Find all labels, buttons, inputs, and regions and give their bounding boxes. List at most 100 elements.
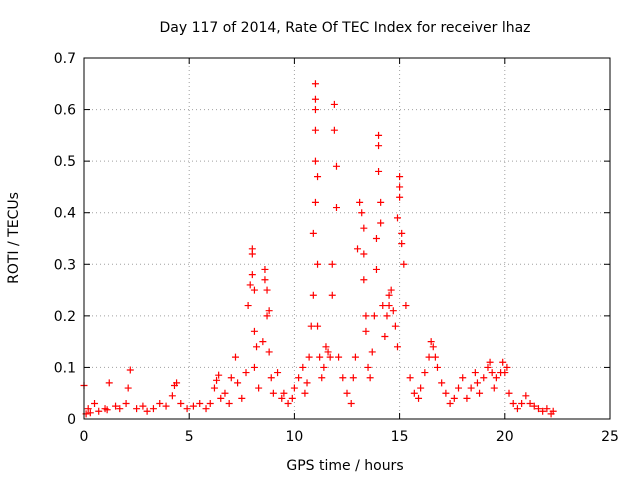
- data-point: [309, 291, 317, 299]
- data-point: [406, 374, 414, 382]
- data-point: [351, 353, 359, 361]
- data-point: [299, 363, 307, 371]
- data-point: [324, 348, 332, 356]
- data-point: [234, 379, 242, 387]
- y-tick-label: 0.3: [54, 257, 76, 273]
- y-tick-label: 0.4: [54, 206, 76, 222]
- data-point: [261, 265, 269, 273]
- data-point: [543, 405, 551, 413]
- data-point: [387, 286, 395, 294]
- data-point: [301, 389, 309, 397]
- data-points-layer: [80, 80, 557, 418]
- data-point: [248, 271, 256, 279]
- data-point: [314, 260, 322, 268]
- data-point: [385, 302, 393, 310]
- data-point: [364, 363, 372, 371]
- data-point: [463, 394, 471, 402]
- x-tick-label: 15: [391, 429, 409, 445]
- data-point: [303, 379, 311, 387]
- data-point: [396, 183, 404, 191]
- data-point: [372, 265, 380, 273]
- data-point: [242, 369, 250, 377]
- data-point: [398, 240, 406, 248]
- data-point: [488, 369, 496, 377]
- data-point: [332, 162, 340, 170]
- data-point: [360, 276, 368, 284]
- data-point: [156, 400, 164, 408]
- data-point: [393, 214, 401, 222]
- data-point: [183, 405, 191, 413]
- data-point: [385, 291, 393, 299]
- data-point: [396, 173, 404, 181]
- data-point: [375, 131, 383, 139]
- data-point: [425, 353, 433, 361]
- chart-title: Day 117 of 2014, Rate Of TEC Index for r…: [159, 20, 530, 36]
- data-point: [377, 198, 385, 206]
- x-tick-label: 0: [80, 429, 89, 445]
- y-tick-label: 0.6: [54, 103, 76, 119]
- data-point: [215, 371, 223, 379]
- data-point: [263, 312, 271, 320]
- data-point: [305, 353, 313, 361]
- data-point: [471, 369, 479, 377]
- data-point: [177, 400, 185, 408]
- data-point: [356, 198, 364, 206]
- x-tick-label: 25: [601, 429, 619, 445]
- data-point: [421, 369, 429, 377]
- data-point: [335, 353, 343, 361]
- data-point: [250, 286, 258, 294]
- data-point: [288, 394, 296, 402]
- x-tick-label: 5: [185, 429, 194, 445]
- data-point: [103, 406, 111, 414]
- data-point: [227, 374, 235, 382]
- data-point: [168, 392, 176, 400]
- data-point: [343, 389, 351, 397]
- data-point: [526, 400, 534, 408]
- data-point: [480, 374, 488, 382]
- data-point: [269, 389, 277, 397]
- data-point: [314, 322, 322, 330]
- data-point: [398, 229, 406, 237]
- data-point: [311, 126, 319, 134]
- data-point: [370, 312, 378, 320]
- data-point: [265, 307, 273, 315]
- data-point: [347, 400, 355, 408]
- data-point: [238, 394, 246, 402]
- data-point: [217, 394, 225, 402]
- data-point: [263, 286, 271, 294]
- data-point: [139, 402, 147, 410]
- data-point: [318, 374, 326, 382]
- data-point: [505, 389, 513, 397]
- data-point: [442, 389, 450, 397]
- data-point: [362, 327, 370, 335]
- data-point: [244, 302, 252, 310]
- data-point: [534, 405, 542, 413]
- data-point: [246, 281, 254, 289]
- data-point: [486, 358, 494, 366]
- data-point: [322, 343, 330, 351]
- data-point: [124, 384, 132, 392]
- data-point: [221, 389, 229, 397]
- data-point: [133, 405, 141, 413]
- data-point: [375, 167, 383, 175]
- data-point: [91, 400, 99, 408]
- data-point: [284, 400, 292, 408]
- data-point: [248, 250, 256, 258]
- data-point: [539, 407, 547, 415]
- data-point: [311, 95, 319, 103]
- data-point: [311, 106, 319, 114]
- y-tick-label: 0.7: [54, 51, 76, 67]
- data-point: [290, 384, 298, 392]
- data-point: [396, 193, 404, 201]
- data-point: [189, 402, 197, 410]
- data-point: [499, 358, 507, 366]
- data-point: [459, 374, 467, 382]
- data-point: [332, 204, 340, 212]
- data-point: [467, 384, 475, 392]
- data-point: [116, 405, 124, 413]
- data-point: [509, 400, 517, 408]
- data-point: [253, 343, 261, 351]
- x-axis-label: GPS time / hours: [286, 458, 403, 474]
- data-point: [206, 400, 214, 408]
- data-point: [549, 407, 557, 415]
